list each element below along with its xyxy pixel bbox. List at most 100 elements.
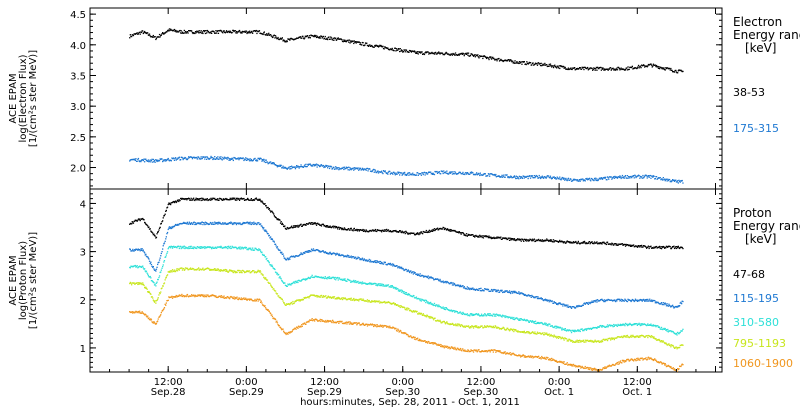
data-point [673,180,676,182]
data-point [667,305,669,307]
data-point [605,242,607,245]
data-point [467,234,469,236]
data-point [396,265,398,267]
data-point [423,171,426,173]
data-point [647,323,649,325]
data-point [582,242,584,244]
data-point [436,172,439,174]
data-point [523,61,525,63]
data-point [615,299,617,301]
data-point [658,246,660,248]
data-point [187,32,189,34]
data-point [246,157,248,160]
data-point [584,180,586,182]
data-point [582,241,584,243]
data-point [184,222,187,225]
data-point [593,179,595,182]
data-point [585,243,587,245]
data-point [373,171,375,173]
data-point [342,166,344,169]
data-point [216,157,218,159]
data-point [570,178,572,180]
data-point [628,68,630,70]
data-point [169,245,171,248]
data-point [256,159,258,161]
data-point [355,280,357,282]
data-point [517,62,519,64]
data-point [256,249,259,251]
data-point [439,53,441,55]
data-point [633,300,635,303]
data-point [433,53,436,55]
data-point [533,175,535,177]
data-point [542,176,544,179]
data-point [499,59,501,61]
data-point [149,275,151,278]
data-point [133,265,135,267]
data-point [582,304,584,306]
data-point [291,282,293,285]
data-point [404,232,406,235]
data-point [222,222,224,224]
data-point [230,247,232,250]
data-point [664,69,666,71]
data-point [139,33,141,35]
data-point [666,330,668,332]
data-point [601,177,603,179]
data-point [581,328,583,330]
data-point [261,251,263,253]
data-point [394,288,396,290]
data-point [309,35,311,37]
data-point [205,199,207,201]
data-point [200,30,202,32]
data-point [523,294,525,296]
data-point [593,67,595,69]
data-point [335,253,337,255]
data-point [479,174,481,177]
data-point [308,251,310,253]
data-point [139,31,141,33]
data-point [217,221,220,223]
data-point [595,66,597,69]
data-point [420,174,422,176]
data-point [553,241,555,243]
data-point [662,302,664,304]
data-point [500,290,503,292]
data-point [140,31,143,34]
data-point [394,287,396,289]
data-point [611,68,613,70]
data-point [202,30,205,32]
data-point [603,299,606,301]
data-point [662,68,664,70]
data-point [413,295,415,297]
data-point [245,222,247,224]
data-point [207,223,209,225]
data-point [229,197,231,199]
data-point [514,176,516,178]
data-point [676,181,678,183]
data-point [273,288,275,290]
data-point [345,228,347,231]
data-point [142,249,144,251]
legend-entry: 38-53 [733,86,765,99]
data-point [363,169,365,171]
data-point [338,277,341,279]
data-point [267,233,269,235]
data-point [312,248,315,250]
data-point [326,278,328,280]
data-point [369,259,372,261]
data-point [547,325,549,327]
data-point [198,198,200,200]
data-point [311,274,313,276]
data-point [329,251,331,253]
data-point [309,250,311,252]
data-point [214,156,216,158]
data-point [271,238,273,240]
data-point [642,64,644,67]
data-point [224,31,226,33]
data-point [376,261,378,264]
data-point [275,292,277,294]
data-point [556,325,558,327]
data-point [543,64,545,66]
data-point [131,35,133,38]
